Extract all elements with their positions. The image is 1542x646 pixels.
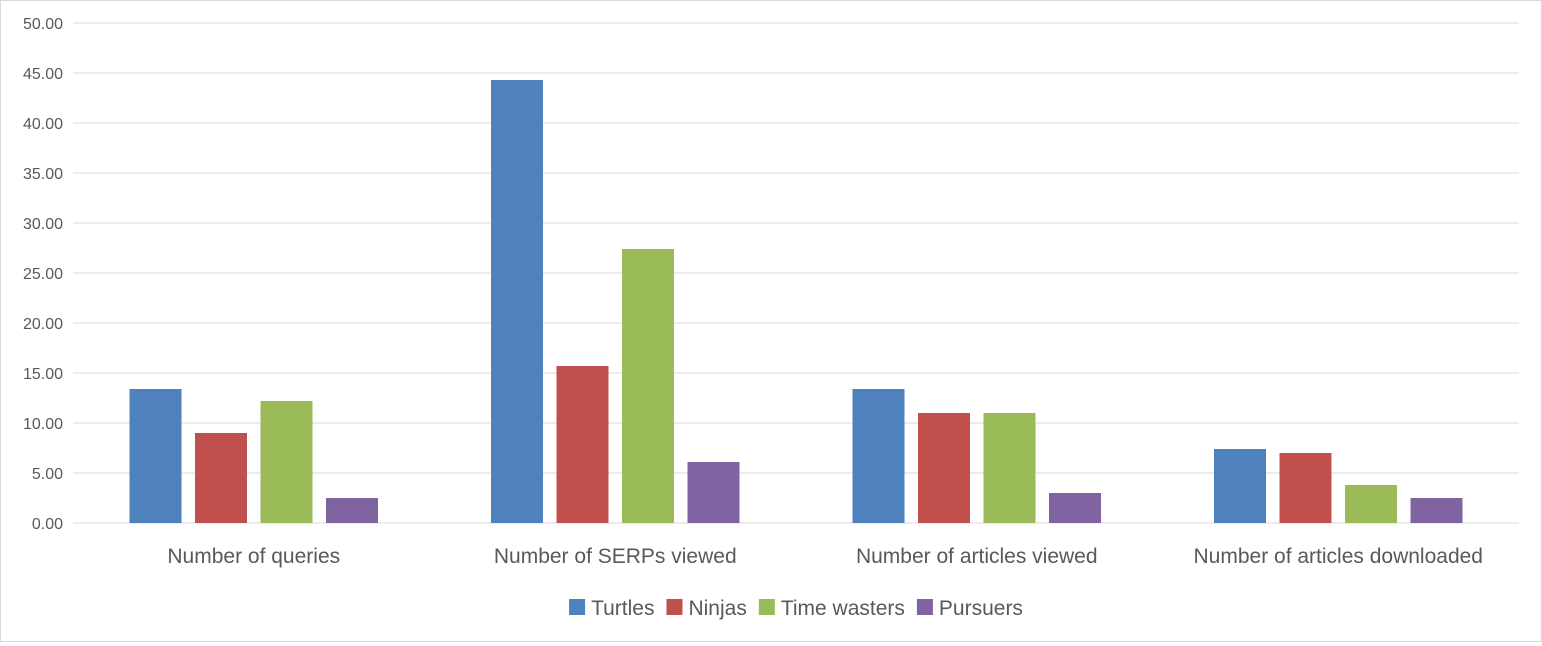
- y-tick-label: 30.00: [23, 216, 63, 233]
- legend-label: Turtles: [591, 597, 654, 620]
- y-tick-label: 5.00: [32, 466, 63, 483]
- y-tick-label: 35.00: [23, 166, 63, 183]
- bar-turtles: [852, 389, 905, 523]
- y-tick-label: 25.00: [23, 266, 63, 283]
- bar-ninjas: [556, 366, 609, 523]
- x-category-label: Number of SERPs viewed: [494, 545, 737, 568]
- legend-label: Ninjas: [688, 597, 746, 620]
- bar-ninjas: [1279, 453, 1332, 523]
- legend-swatch: [569, 599, 586, 615]
- gridlines: [73, 22, 1519, 524]
- y-axis-tick-labels: 0.00 5.00 10.00 15.00 20.00 25.00 30.00 35.00 40…: [23, 16, 63, 533]
- x-category-label: Number of articles downloaded: [1194, 545, 1484, 568]
- legend-label: Time wasters: [781, 597, 905, 620]
- bar-pursuers: [1049, 493, 1101, 523]
- bar-time-wasters: [1345, 485, 1397, 523]
- bar-pursuers: [1410, 498, 1463, 523]
- bars: [129, 80, 1463, 523]
- legend-swatch: [758, 599, 775, 615]
- legend: Turtles Ninjas Time wasters Pursuers: [569, 597, 1023, 620]
- y-tick-label: 20.00: [23, 316, 63, 333]
- x-category-label: Number of articles viewed: [856, 545, 1098, 568]
- bar-pursuers: [326, 498, 378, 523]
- bar-turtles: [1214, 449, 1266, 523]
- y-tick-label: 40.00: [23, 116, 63, 133]
- bar-time-wasters: [260, 401, 313, 523]
- legend-label: Pursuers: [939, 597, 1023, 620]
- y-tick-label: 15.00: [23, 366, 63, 383]
- bar-time-wasters: [622, 249, 674, 523]
- y-tick-label: 10.00: [23, 416, 63, 433]
- bar-turtles: [491, 80, 543, 523]
- y-tick-label: 50.00: [23, 16, 63, 33]
- x-category-label: Number of queries: [167, 545, 340, 568]
- bar-ninjas: [195, 433, 247, 523]
- bar-turtles: [129, 389, 182, 523]
- bar-pursuers: [687, 462, 740, 523]
- bar-ninjas: [918, 413, 970, 523]
- bar-time-wasters: [983, 413, 1036, 523]
- legend-swatch: [666, 599, 683, 615]
- legend-swatch: [916, 599, 933, 615]
- y-tick-label: 45.00: [23, 66, 63, 83]
- x-axis-category-labels: Number of queries Number of SERPs viewed N…: [167, 545, 1483, 568]
- y-tick-label: 0.00: [32, 516, 63, 533]
